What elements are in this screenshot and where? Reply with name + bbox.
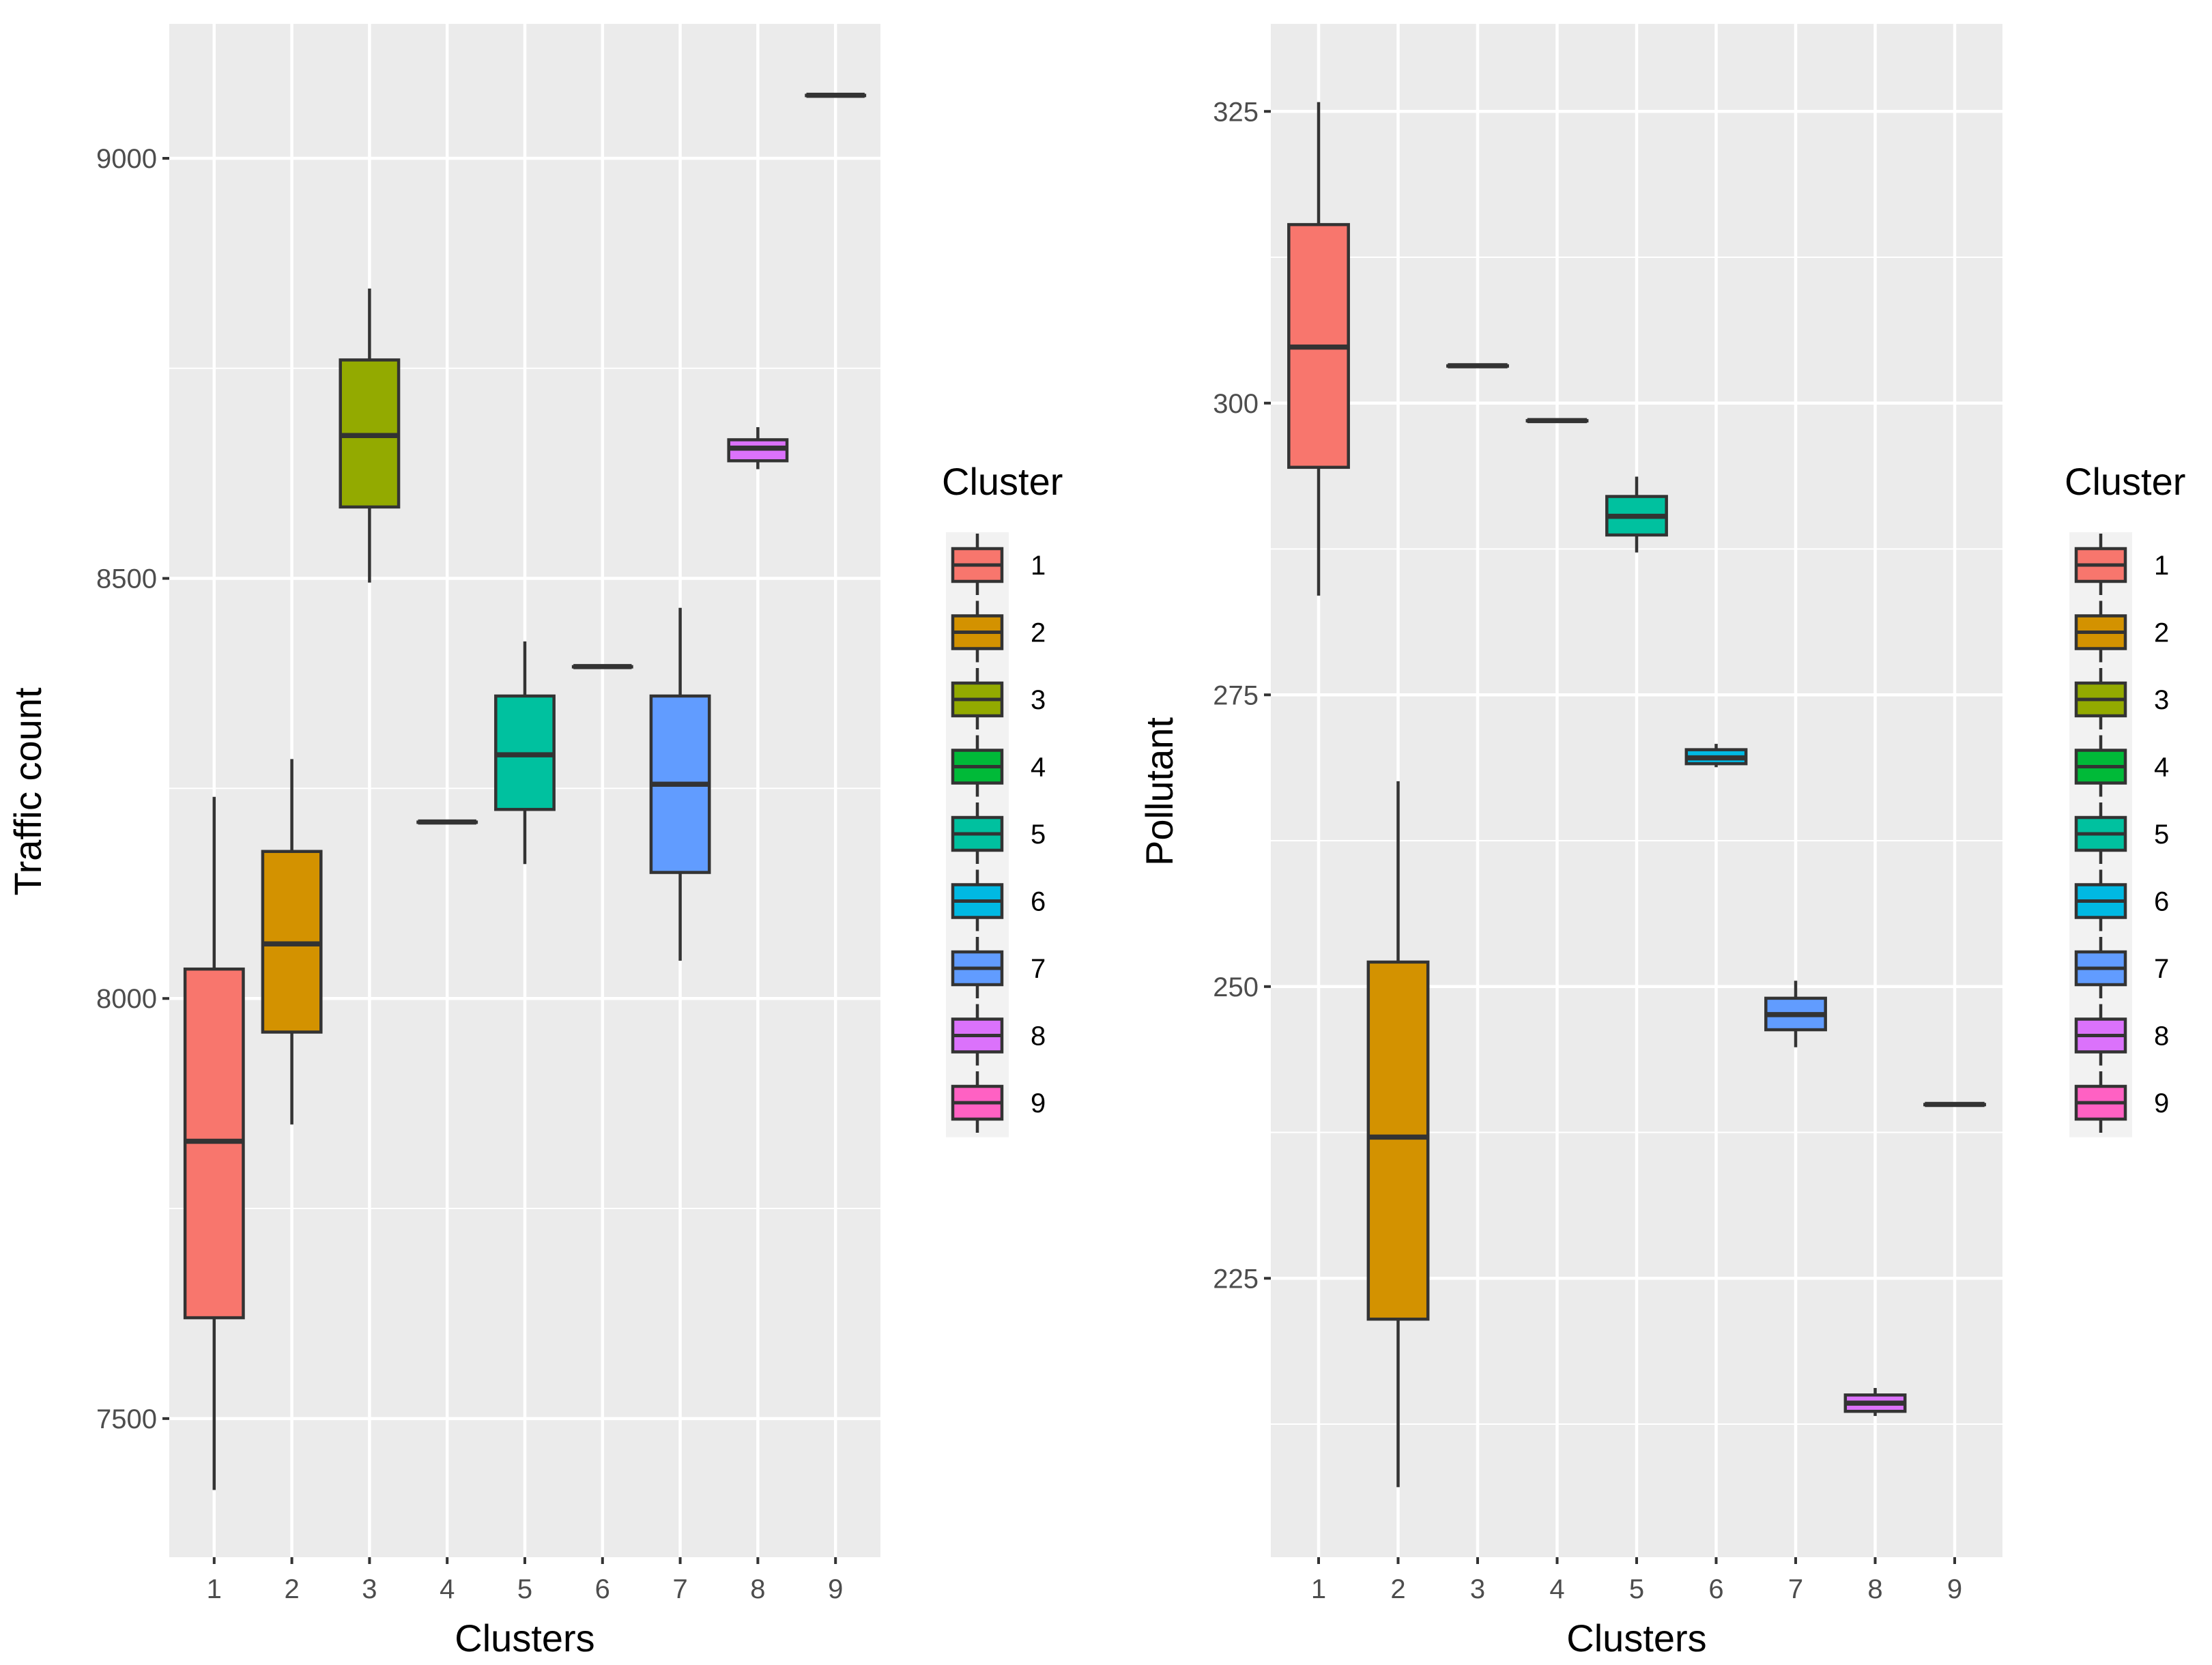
legend-label: 4 <box>1031 753 1046 783</box>
y-tick-label: 225 <box>1213 1264 1259 1294</box>
legend-key-6: 6 <box>946 868 1046 936</box>
box-cluster-3 <box>339 288 401 583</box>
legend-label: 2 <box>2154 618 2169 648</box>
legend-key-7: 7 <box>946 936 1046 1003</box>
y-axis-title: Pollutant <box>1138 717 1181 866</box>
y-tick-label: 300 <box>1213 389 1259 419</box>
y-tick-label: 250 <box>1213 972 1259 1002</box>
box-cluster-6 <box>1684 744 1748 768</box>
box-cluster-7 <box>649 607 711 961</box>
legend-label: 7 <box>2154 954 2169 984</box>
legend-label: 3 <box>2154 685 2169 715</box>
box-cluster-8 <box>1843 1388 1907 1417</box>
x-tick-label: 5 <box>517 1574 532 1604</box>
box-cluster-1 <box>1287 102 1350 596</box>
x-tick-label: 6 <box>1708 1574 1723 1604</box>
legend-key-5: 5 <box>2069 801 2169 869</box>
y-tick-label: 7500 <box>96 1404 157 1434</box>
legend-key-1: 1 <box>2069 532 2169 600</box>
x-tick-label: 9 <box>828 1574 843 1604</box>
box-iqr <box>1366 960 1430 1321</box>
box-cluster-2 <box>261 759 323 1125</box>
chart-panel-1: 7500 8000 8500 9000 1 2 3 4 5 6 7 8 9 Clusters Traffic… <box>6 24 1063 1660</box>
y-tick-label: 8500 <box>96 564 157 594</box>
legend-label: 6 <box>1031 887 1046 917</box>
legend-key-6: 6 <box>2069 868 2169 936</box>
box-cluster-4 <box>1525 418 1589 424</box>
box-cluster-8 <box>727 426 789 469</box>
y-tick-label: 9000 <box>96 144 157 174</box>
legend-key-8: 8 <box>946 1002 1046 1070</box>
legend-label: 2 <box>1031 618 1046 648</box>
legend-label: 8 <box>2154 1022 2169 1052</box>
legend-label: 1 <box>2154 551 2169 581</box>
legend-label: 6 <box>2154 887 2169 917</box>
legend-label: 7 <box>1031 954 1046 984</box>
legend-title: Cluster <box>2065 460 2185 503</box>
legend-key-5: 5 <box>946 801 1046 869</box>
legend-label: 4 <box>2154 753 2169 783</box>
box-cluster-7 <box>1764 981 1827 1047</box>
legend-label: 9 <box>1031 1088 1046 1118</box>
x-tick-label: 5 <box>1629 1574 1644 1604</box>
x-tick-label: 7 <box>1788 1574 1803 1604</box>
x-tick-label: 1 <box>1311 1574 1326 1604</box>
box-cluster-5 <box>494 641 556 865</box>
legend-key-2: 2 <box>2069 599 2169 667</box>
x-tick-label: 8 <box>1867 1574 1882 1604</box>
legend-label: 9 <box>2154 1088 2169 1118</box>
legend-key-4: 4 <box>946 734 1046 801</box>
legend: Cluster 1 2 3 4 5 6 7 8 9 <box>2065 460 2185 1138</box>
legend-key-2: 2 <box>946 599 1046 667</box>
x-axis-title: Clusters <box>1566 1617 1706 1660</box>
x-tick-label: 2 <box>284 1574 299 1604</box>
legend-key-9: 9 <box>946 1070 1046 1138</box>
legend-label: 1 <box>1031 551 1046 581</box>
y-axis-title: Traffic count <box>6 687 49 895</box>
legend: Cluster 1 2 3 4 5 6 7 8 9 <box>942 460 1063 1138</box>
legend-title: Cluster <box>942 460 1063 503</box>
x-tick-label: 9 <box>1947 1574 1962 1604</box>
legend-key-9: 9 <box>2069 1070 2169 1138</box>
legend-label: 5 <box>1031 820 1046 850</box>
legend-key-1: 1 <box>946 532 1046 600</box>
legend-label: 8 <box>1031 1022 1046 1052</box>
box-cluster-2 <box>1366 781 1430 1488</box>
legend-key-3: 3 <box>2069 667 2169 734</box>
legend-key-8: 8 <box>2069 1002 2169 1070</box>
x-tick-label: 3 <box>1470 1574 1485 1604</box>
y-tick-label: 275 <box>1213 680 1259 710</box>
y-tick-label: 8000 <box>96 984 157 1014</box>
x-tick-label: 4 <box>1549 1574 1564 1604</box>
legend-key-3: 3 <box>946 667 1046 734</box>
box-cluster-5 <box>1605 476 1668 553</box>
box-cluster-1 <box>183 796 245 1490</box>
legend-label: 5 <box>2154 820 2169 850</box>
y-tick-label: 325 <box>1213 97 1259 127</box>
legend-key-4: 4 <box>2069 734 2169 801</box>
legend-key-7: 7 <box>2069 936 2169 1003</box>
x-tick-label: 1 <box>207 1574 222 1604</box>
box-cluster-4 <box>416 819 478 825</box>
x-tick-label: 6 <box>595 1574 610 1604</box>
x-axis-title: Clusters <box>455 1617 594 1660</box>
x-tick-label: 4 <box>440 1574 455 1604</box>
x-tick-label: 3 <box>362 1574 377 1604</box>
x-tick-label: 7 <box>672 1574 687 1604</box>
x-tick-label: 8 <box>750 1574 765 1604</box>
legend-label: 3 <box>1031 685 1046 715</box>
x-tick-label: 2 <box>1390 1574 1405 1604</box>
